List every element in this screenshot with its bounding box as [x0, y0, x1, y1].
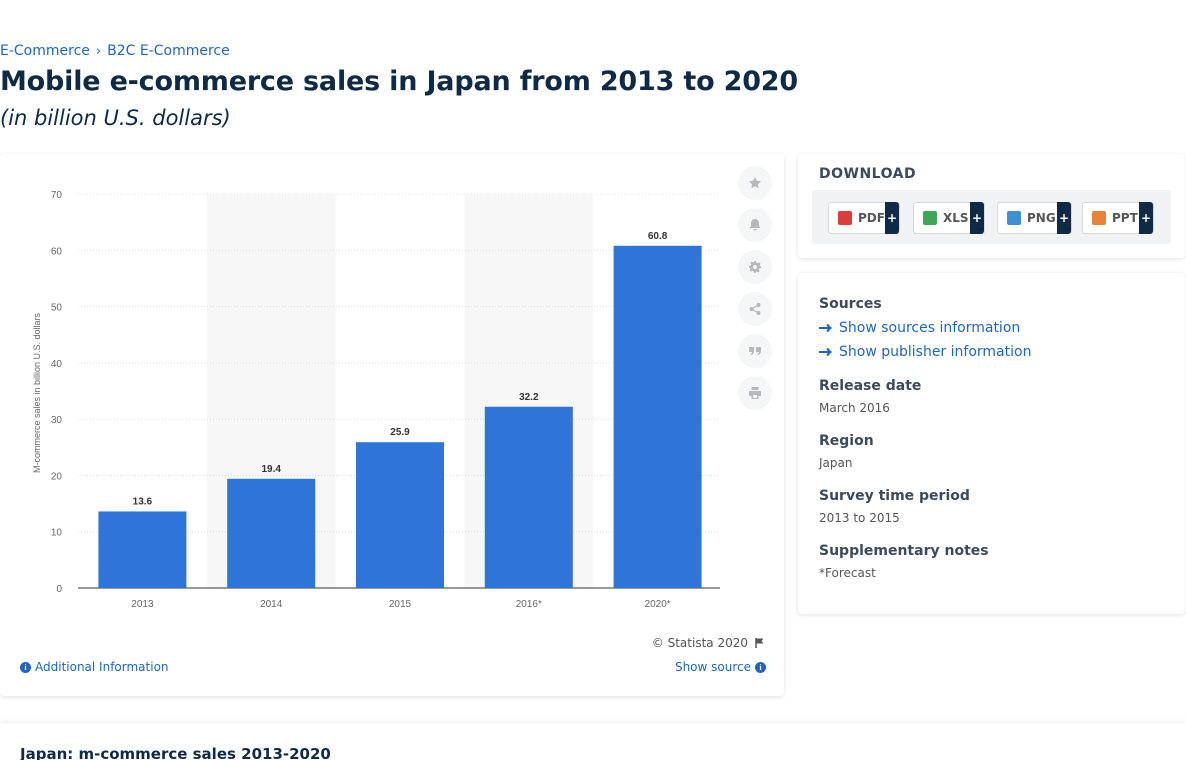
download-ppt-button[interactable]: PPT + — [1082, 202, 1154, 234]
share-button[interactable] — [738, 292, 772, 326]
y-tick-label: 20 — [51, 471, 63, 482]
survey-period-value: 2013 to 2015 — [819, 511, 900, 525]
data-label: 13.6 — [133, 496, 153, 507]
download-pdf-label: PDF — [858, 211, 885, 225]
bar — [98, 511, 187, 588]
supplementary-notes-value: *Forecast — [819, 566, 876, 580]
y-tick-label: 30 — [51, 415, 63, 426]
download-title: DOWNLOAD — [819, 166, 917, 182]
settings-gear-icon — [749, 261, 761, 273]
download-xls-plus[interactable]: + — [970, 202, 984, 234]
favorite-star-icon — [749, 177, 761, 189]
region-heading: Region — [819, 433, 874, 449]
download-xls-button[interactable]: XLS + — [913, 202, 985, 234]
xls-file-icon — [923, 211, 937, 225]
copyright: © Statista 2020 — [652, 636, 766, 650]
data-label: 60.8 — [648, 231, 668, 242]
download-card: DOWNLOAD PDF + XLS + PNG + PPT + — [798, 154, 1185, 258]
page-title: Mobile e-commerce sales in Japan from 20… — [0, 66, 798, 97]
y-tick-label: 70 — [51, 190, 63, 201]
bar — [356, 442, 444, 588]
statistic-details-card: Sources Show sources information Show pu… — [798, 273, 1185, 614]
breadcrumb-separator: › — [95, 43, 102, 59]
notification-bell-button[interactable] — [738, 208, 772, 242]
favorite-star-button[interactable] — [738, 166, 772, 200]
region-value: Japan — [819, 456, 853, 470]
download-pdf-button[interactable]: PDF + — [828, 202, 900, 234]
breadcrumb-link-ecommerce[interactable]: E-Commerce — [0, 43, 90, 59]
bar — [484, 406, 573, 588]
data-label: 32.2 — [519, 392, 539, 403]
bar — [613, 245, 702, 588]
download-pdf-plus[interactable]: + — [885, 202, 899, 234]
data-label: 25.9 — [390, 427, 410, 438]
sources-heading: Sources — [819, 296, 882, 312]
show-source-label: Show source — [674, 660, 751, 674]
download-png-plus[interactable]: + — [1057, 202, 1071, 234]
download-png-button[interactable]: PNG + — [997, 202, 1072, 234]
survey-period-heading: Survey time period — [819, 488, 970, 504]
ppt-file-icon — [1092, 211, 1106, 225]
release-date-value: March 2016 — [819, 401, 890, 415]
breadcrumb-link-b2c-ecommerce[interactable]: B2C E-Commerce — [107, 43, 230, 59]
additional-information-label: Additional Information — [35, 660, 169, 674]
pdf-file-icon — [838, 211, 852, 225]
bar-chart: 0 10 20 30 40 50 60 70 M-commerce sales in billi… — [32, 190, 720, 610]
download-png-label: PNG — [1027, 211, 1056, 225]
download-ppt-plus[interactable]: + — [1139, 202, 1153, 234]
chart-labels: 0 10 20 30 40 50 60 70 M-commerce sales in billi… — [32, 190, 671, 610]
download-ppt-label: PPT — [1112, 211, 1138, 225]
y-tick-label: 40 — [51, 359, 63, 370]
print-button[interactable] — [738, 376, 772, 410]
print-icon — [749, 387, 761, 399]
arrow-right-icon — [819, 323, 832, 333]
bar — [227, 478, 316, 588]
info-icon: i — [755, 661, 766, 673]
x-tick-label: 2016* — [516, 599, 542, 610]
download-xls-label: XLS — [943, 211, 969, 225]
supplementary-notes-heading: Supplementary notes — [819, 543, 989, 559]
x-tick-label: 2014 — [260, 599, 283, 610]
chart-bars — [98, 245, 702, 588]
download-buttons: PDF + XLS + PNG + PPT + — [812, 190, 1171, 244]
cite-quote-icon — [749, 347, 761, 355]
arrow-right-icon — [819, 347, 832, 357]
x-tick-label: 2020* — [645, 599, 671, 610]
y-tick-label: 0 — [56, 584, 62, 595]
show-source-link[interactable]: Show source i — [675, 660, 766, 674]
release-date-heading: Release date — [819, 378, 922, 394]
description-card: Japan: m-commerce sales 2013-2020 — [0, 723, 1186, 760]
settings-gear-button[interactable] — [738, 250, 772, 284]
flag-icon[interactable] — [754, 637, 766, 649]
chart-card: 0 10 20 30 40 50 60 70 M-commerce sales in billi… — [0, 154, 784, 696]
x-tick-label: 2013 — [131, 599, 154, 610]
show-sources-label: Show sources information — [839, 320, 1021, 336]
copyright-text: © Statista 2020 — [651, 636, 748, 650]
description-title: Japan: m-commerce sales 2013-2020 — [20, 745, 331, 760]
png-file-icon — [1007, 211, 1021, 225]
notification-bell-icon — [749, 219, 761, 231]
y-tick-label: 10 — [51, 528, 63, 539]
show-publisher-link[interactable]: Show publisher information — [819, 344, 1031, 360]
y-tick-label: 50 — [51, 303, 63, 314]
y-axis-label: M-commerce sales in billion U.S. dollars — [32, 312, 42, 473]
y-tick-label: 60 — [51, 246, 63, 257]
breadcrumb: E-Commerce › B2C E-Commerce — [0, 43, 230, 59]
data-label: 19.4 — [261, 464, 281, 475]
info-icon: i — [20, 661, 31, 673]
share-icon — [749, 303, 761, 315]
cite-quote-button[interactable] — [738, 334, 772, 368]
show-sources-link[interactable]: Show sources information — [819, 320, 1020, 336]
page-subtitle: (in billion U.S. dollars) — [0, 106, 231, 130]
x-tick-label: 2015 — [389, 599, 412, 610]
show-publisher-label: Show publisher information — [839, 344, 1032, 360]
additional-information-link[interactable]: i Additional Information — [20, 660, 169, 674]
